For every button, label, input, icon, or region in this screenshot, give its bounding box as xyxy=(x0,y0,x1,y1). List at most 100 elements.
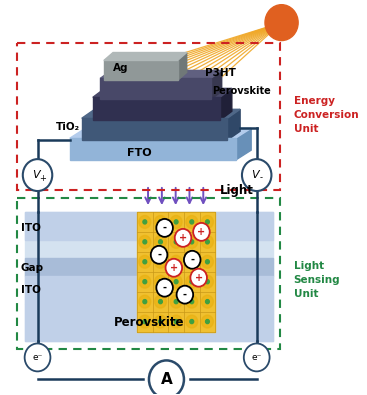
Circle shape xyxy=(159,240,162,244)
Bar xyxy=(100,79,211,100)
Circle shape xyxy=(174,220,178,224)
Text: Light: Light xyxy=(220,184,254,197)
Circle shape xyxy=(201,216,213,228)
Circle shape xyxy=(139,315,151,328)
Text: Light
Sensing
Unit: Light Sensing Unit xyxy=(294,261,340,299)
Text: Energy
Conversion
Unit: Energy Conversion Unit xyxy=(294,96,359,134)
Text: +: + xyxy=(170,263,178,273)
Circle shape xyxy=(186,255,198,268)
Circle shape xyxy=(155,315,166,328)
Circle shape xyxy=(159,320,162,324)
Circle shape xyxy=(186,315,198,328)
Circle shape xyxy=(177,286,193,304)
Circle shape xyxy=(186,216,198,228)
Text: +: + xyxy=(197,227,206,237)
Circle shape xyxy=(143,220,147,224)
Bar xyxy=(70,138,236,160)
Text: e⁻: e⁻ xyxy=(32,353,43,362)
Polygon shape xyxy=(227,109,240,140)
Polygon shape xyxy=(82,109,240,118)
Circle shape xyxy=(190,320,194,324)
Circle shape xyxy=(170,315,182,328)
Circle shape xyxy=(186,295,198,308)
Bar xyxy=(25,212,273,342)
Text: +: + xyxy=(39,173,46,182)
Circle shape xyxy=(156,219,173,237)
Circle shape xyxy=(139,275,151,288)
Circle shape xyxy=(186,235,198,248)
Circle shape xyxy=(170,255,182,268)
Text: -: - xyxy=(190,255,194,265)
Circle shape xyxy=(170,275,182,288)
Circle shape xyxy=(159,299,162,304)
Circle shape xyxy=(156,279,173,297)
Circle shape xyxy=(201,315,213,328)
Text: Perovskite: Perovskite xyxy=(114,316,184,329)
Bar xyxy=(25,258,273,276)
Text: FTO: FTO xyxy=(127,148,151,158)
Text: -: - xyxy=(183,290,187,300)
Circle shape xyxy=(206,299,209,304)
Circle shape xyxy=(193,223,210,241)
Circle shape xyxy=(206,240,209,244)
Bar xyxy=(104,60,178,81)
Circle shape xyxy=(174,320,178,324)
Text: Ag: Ag xyxy=(113,64,128,73)
Circle shape xyxy=(174,299,178,304)
Circle shape xyxy=(206,280,209,284)
Text: TiO₂: TiO₂ xyxy=(56,122,80,132)
Polygon shape xyxy=(220,88,232,120)
Circle shape xyxy=(242,159,272,191)
Bar xyxy=(17,43,280,190)
Text: e⁻: e⁻ xyxy=(251,353,262,362)
Circle shape xyxy=(170,216,182,228)
Polygon shape xyxy=(70,128,251,138)
Bar xyxy=(25,304,273,342)
Circle shape xyxy=(201,255,213,268)
Circle shape xyxy=(206,260,209,264)
Bar xyxy=(25,212,273,240)
Polygon shape xyxy=(93,88,232,97)
Polygon shape xyxy=(178,53,187,81)
Circle shape xyxy=(159,260,162,264)
Circle shape xyxy=(190,269,207,287)
Circle shape xyxy=(139,235,151,248)
Text: Gap: Gap xyxy=(21,263,44,273)
Bar xyxy=(82,118,227,140)
Circle shape xyxy=(206,320,209,324)
Text: -: - xyxy=(260,173,263,182)
Circle shape xyxy=(190,299,194,304)
Circle shape xyxy=(190,280,194,284)
Circle shape xyxy=(149,360,184,395)
Circle shape xyxy=(139,255,151,268)
Circle shape xyxy=(206,220,209,224)
Circle shape xyxy=(174,260,178,264)
Bar xyxy=(137,212,215,331)
Circle shape xyxy=(190,260,194,264)
Circle shape xyxy=(244,344,270,371)
Circle shape xyxy=(170,295,182,308)
Circle shape xyxy=(139,216,151,228)
Circle shape xyxy=(155,235,166,248)
Circle shape xyxy=(159,280,162,284)
Circle shape xyxy=(201,275,213,288)
Circle shape xyxy=(23,159,52,191)
Text: V: V xyxy=(251,170,259,180)
Circle shape xyxy=(201,235,213,248)
Text: -: - xyxy=(157,250,161,260)
Circle shape xyxy=(155,295,166,308)
Polygon shape xyxy=(236,128,251,160)
Bar xyxy=(17,198,280,350)
Circle shape xyxy=(143,260,147,264)
Circle shape xyxy=(190,240,194,244)
Polygon shape xyxy=(211,70,222,100)
Circle shape xyxy=(190,220,194,224)
Circle shape xyxy=(139,295,151,308)
Text: A: A xyxy=(161,372,172,387)
Text: P3HT: P3HT xyxy=(205,68,236,79)
Circle shape xyxy=(166,259,182,277)
Polygon shape xyxy=(100,70,222,79)
Circle shape xyxy=(151,246,167,264)
Circle shape xyxy=(143,240,147,244)
Circle shape xyxy=(143,299,147,304)
